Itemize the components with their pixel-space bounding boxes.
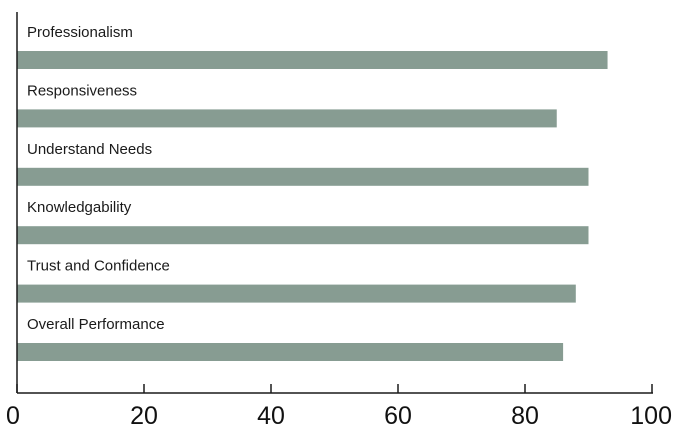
bar-understand-needs xyxy=(17,167,589,186)
x-tick-label-20: 20 xyxy=(130,402,158,430)
bar-label-knowledgability: Knowledgability xyxy=(27,199,132,216)
x-tick-label-100: 100 xyxy=(630,402,672,430)
category-labels: Professionalism Responsiveness Understand … xyxy=(27,24,170,333)
bars-layer xyxy=(17,51,608,361)
bar-trust-and-confidence xyxy=(17,284,576,303)
bar-label-responsiveness: Responsiveness xyxy=(27,82,137,99)
x-tick-label-60: 60 xyxy=(384,402,412,430)
bar-professionalism xyxy=(17,51,608,69)
bar-label-understand-needs: Understand Needs xyxy=(27,141,152,158)
bar-label-overall-performance: Overall Performance xyxy=(27,316,165,333)
bar-overall-performance xyxy=(17,343,564,361)
x-axis-ticks: 0 20 40 60 80 100 xyxy=(6,384,672,430)
bar-label-trust-and-confidence: Trust and Confidence xyxy=(27,258,170,275)
x-tick-label-0: 0 xyxy=(6,402,20,430)
x-tick-label-40: 40 xyxy=(257,402,285,430)
bar-label-professionalism: Professionalism xyxy=(27,24,133,41)
bar-responsiveness xyxy=(17,109,557,128)
x-tick-label-80: 80 xyxy=(511,402,539,430)
bar-knowledgability xyxy=(17,226,589,245)
